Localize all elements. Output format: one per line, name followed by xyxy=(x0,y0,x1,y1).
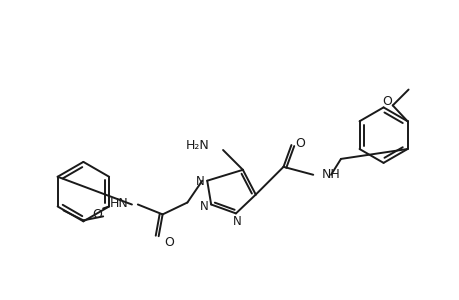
Text: O: O xyxy=(92,208,102,221)
Text: O: O xyxy=(164,236,174,249)
Text: H₂N: H₂N xyxy=(185,139,209,152)
Text: N: N xyxy=(199,200,208,213)
Text: O: O xyxy=(295,136,305,150)
Text: N: N xyxy=(196,175,204,188)
Text: HN: HN xyxy=(110,197,129,210)
Text: O: O xyxy=(381,95,391,108)
Text: NH: NH xyxy=(321,168,340,181)
Text: N: N xyxy=(232,215,241,228)
